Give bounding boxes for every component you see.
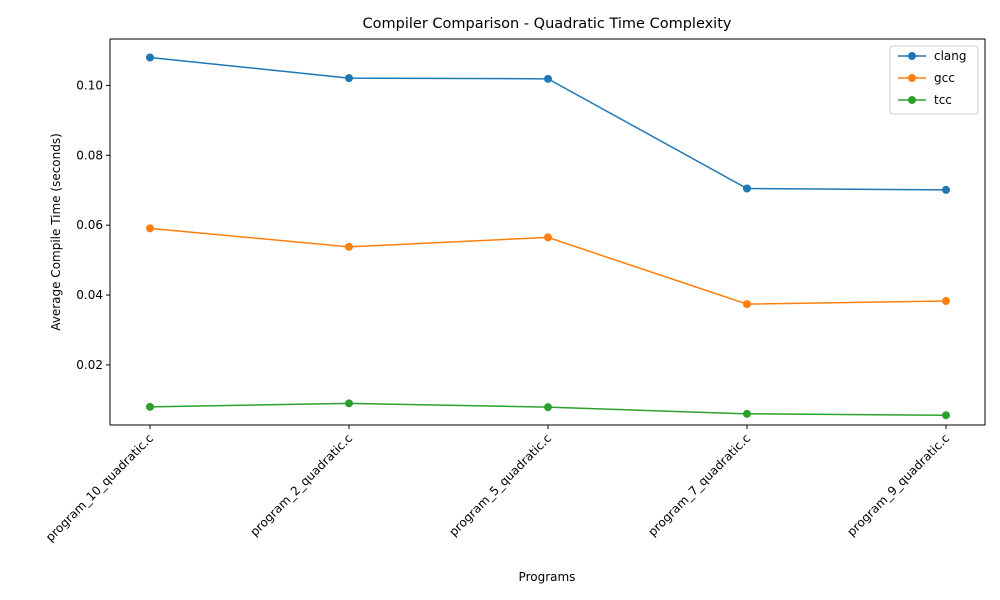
data-point-gcc	[345, 242, 353, 251]
x-axis-label: Programs	[519, 570, 576, 584]
series-gcc	[146, 224, 950, 309]
data-point-gcc	[146, 224, 154, 233]
legend-label-tcc: tcc	[934, 93, 952, 107]
y-axis-label: Average Compile Time (seconds)	[49, 133, 63, 331]
x-tick-label: program_7_quadratic.c	[645, 431, 753, 539]
data-point-tcc	[345, 399, 353, 408]
data-point-tcc	[942, 411, 950, 420]
data-point-clang	[345, 74, 353, 83]
data-point-tcc	[544, 403, 552, 412]
legend-marker-clang	[908, 52, 916, 60]
legend-label-gcc: gcc	[934, 71, 955, 85]
legend-item-clang: clang	[898, 49, 967, 63]
y-tick-label: 0.02	[76, 358, 103, 372]
series-tcc	[146, 399, 950, 420]
series-clang	[146, 53, 950, 194]
x-tick-label: program_5_quadratic.c	[446, 431, 554, 539]
legend-marker-gcc	[908, 74, 916, 82]
x-axis: program_10_quadratic.c program_2_quadrati…	[43, 425, 952, 544]
y-tick-label: 0.08	[76, 148, 103, 162]
x-tick-label: program_10_quadratic.c	[43, 431, 156, 544]
chart-title: Compiler Comparison - Quadratic Time Com…	[363, 16, 732, 32]
legend-label-clang: clang	[934, 49, 967, 63]
y-tick-label: 0.04	[76, 288, 103, 302]
data-point-tcc	[146, 402, 154, 411]
y-axis: 0.02 0.04 0.06 0.08 0.10	[76, 78, 110, 372]
y-tick-label: 0.06	[76, 218, 103, 232]
legend-item-gcc: gcc	[898, 71, 955, 85]
x-tick-label: program_9_quadratic.c	[844, 431, 952, 539]
data-point-gcc	[942, 296, 950, 305]
legend: clang gcc tcc	[889, 45, 979, 115]
x-tick-label: program_2_quadratic.c	[247, 431, 355, 539]
data-point-tcc	[743, 409, 751, 418]
data-point-clang	[942, 185, 950, 194]
legend-item-tcc: tcc	[898, 93, 952, 107]
legend-marker-tcc	[908, 96, 916, 104]
plot-frame	[109, 38, 986, 426]
plot-area	[146, 53, 950, 420]
data-point-clang	[544, 74, 552, 83]
data-point-gcc	[743, 300, 751, 309]
data-point-clang	[146, 53, 154, 62]
data-point-gcc	[544, 233, 552, 242]
y-tick-label: 0.10	[76, 78, 103, 92]
data-point-clang	[743, 184, 751, 193]
